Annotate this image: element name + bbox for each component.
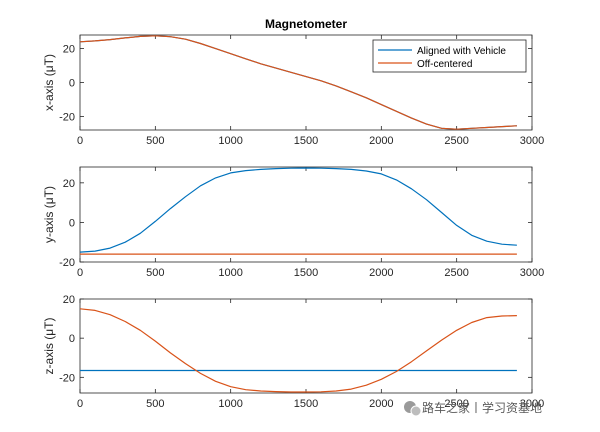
x-tick-label: 2000 xyxy=(369,267,393,279)
series-group xyxy=(80,308,517,393)
y-axis-label: y-axis (μT) xyxy=(42,186,56,243)
plot-area xyxy=(79,298,533,394)
x-tick-label: 1500 xyxy=(294,135,318,147)
series-group xyxy=(80,167,517,255)
x-tick-label: 1000 xyxy=(218,135,242,147)
x-tick-label: 3000 xyxy=(520,267,544,279)
y-tick-label: 20 xyxy=(63,44,75,56)
wechat-icon-bubble xyxy=(410,405,422,417)
x-tick-label: 2000 xyxy=(369,398,393,410)
z-axis-subplot: 0 500 1000 1500 2000 2500 3000 -20 0 20 z-axis (μT… xyxy=(42,294,544,410)
y-tick-label: -20 xyxy=(59,372,75,384)
x-tick-label: 2500 xyxy=(444,267,468,279)
x-tick-label: 2000 xyxy=(369,135,393,147)
y-axis-label: x-axis (μT) xyxy=(42,54,56,111)
legend-label: Aligned with Vehicle xyxy=(417,46,506,57)
x-tick-label: 0 xyxy=(77,267,83,279)
legend-box xyxy=(372,39,527,73)
x-tick-label: 3000 xyxy=(520,135,544,147)
x-tick-label: 500 xyxy=(146,135,164,147)
x-tick-label: 0 xyxy=(77,135,83,147)
watermark-text: 路车之家丨学习资基地 xyxy=(422,400,542,415)
y-tick-label: 0 xyxy=(69,333,75,345)
series-line-off-centered xyxy=(80,308,517,393)
x-tick-label: 2500 xyxy=(444,135,468,147)
y-tick-label: -20 xyxy=(59,111,75,123)
series-line-off-centered xyxy=(80,35,517,130)
y-tick-label: 20 xyxy=(63,178,75,190)
x-tick-label: 500 xyxy=(146,398,164,410)
x-tick-label: 1500 xyxy=(294,267,318,279)
plot-area xyxy=(79,166,533,263)
x-tick-label: 3000 xyxy=(520,398,544,410)
chart-title: Magnetometer xyxy=(265,17,347,31)
y-tick-label: 20 xyxy=(63,294,75,306)
y-tick-label: 0 xyxy=(69,217,75,229)
watermark: 路车之家丨学习资基地 xyxy=(404,400,542,417)
x-tick-label: 0 xyxy=(77,398,83,410)
x-tick-label: 1000 xyxy=(218,398,242,410)
x-tick-label: 1500 xyxy=(294,398,318,410)
legend-label: Off-centered xyxy=(417,59,472,70)
y-tick-label: -20 xyxy=(59,257,75,269)
x-tick-label: 1000 xyxy=(218,267,242,279)
series-group xyxy=(80,35,517,130)
series-line-aligned-with-vehicle xyxy=(80,167,517,253)
y-axis-label: z-axis (μT) xyxy=(42,318,56,375)
y-tick-label: 0 xyxy=(69,78,75,90)
x-tick-label: 500 xyxy=(146,267,164,279)
x-tick-label: 2500 xyxy=(444,398,468,410)
